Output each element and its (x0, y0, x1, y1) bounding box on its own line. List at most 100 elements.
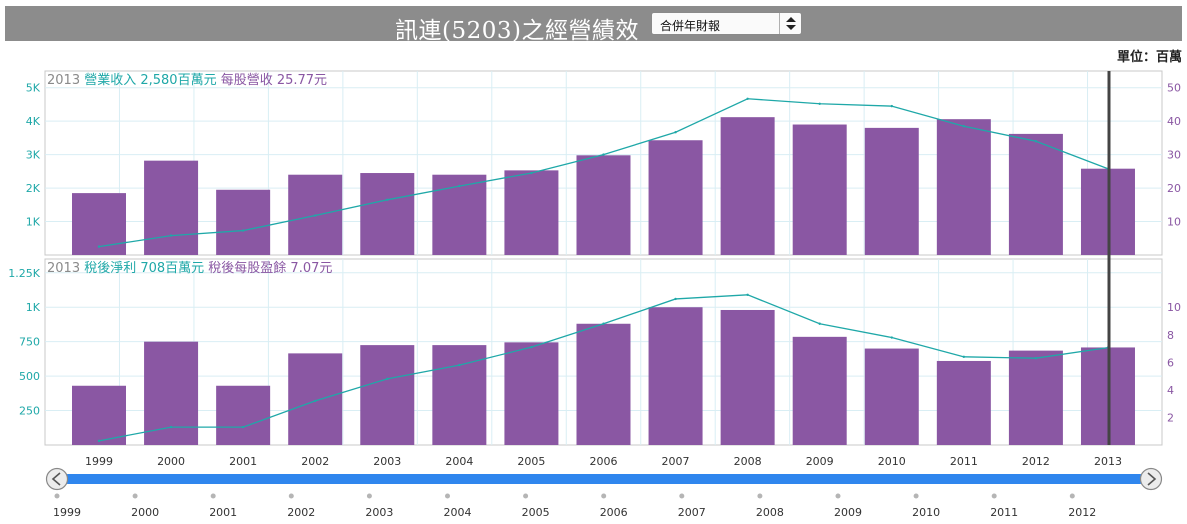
bar-2010[interactable] (864, 127, 919, 255)
legend-line-series: 稅後每股盈餘 7.07元 (208, 260, 332, 276)
navigator-year-label-2001: 2001 (209, 506, 237, 519)
line-point-2002[interactable] (314, 214, 317, 217)
bar-2008[interactable] (720, 309, 775, 445)
line-point-2012[interactable] (1034, 357, 1038, 360)
line-point-2011[interactable] (962, 355, 966, 359)
line-point-2004[interactable] (458, 363, 461, 367)
bar-2004[interactable] (432, 345, 487, 445)
scroll-right-button[interactable] (1139, 467, 1163, 491)
line-point-2008[interactable] (746, 97, 749, 100)
bar-2000[interactable] (144, 160, 199, 255)
left-tick-label: 250 (19, 405, 40, 418)
legend-year: 2013 (47, 261, 84, 276)
line-point-2000[interactable] (169, 425, 173, 429)
bar-2003[interactable] (360, 345, 415, 445)
navigator-year-label-2003: 2003 (365, 506, 393, 519)
legend: 2013 營業收入 2,580百萬元 每股營收 25.77元 (47, 72, 327, 88)
navigator-year-label-2005: 2005 (522, 506, 550, 519)
bar-2000[interactable] (144, 341, 199, 445)
bar-2005[interactable] (504, 170, 559, 255)
line-point-2008[interactable] (746, 293, 749, 297)
scroll-left-button[interactable] (45, 467, 69, 491)
right-tick-label: 10 (1167, 301, 1181, 314)
bar-2009[interactable] (792, 124, 847, 255)
line-point-2001[interactable] (241, 229, 245, 232)
legend-year: 2013 (47, 73, 84, 88)
line-point-2007[interactable] (674, 131, 677, 134)
chevron-left-icon[interactable] (45, 467, 69, 491)
report-type-select[interactable]: 合併年財報 (651, 12, 802, 35)
bar-2002[interactable] (288, 353, 343, 445)
right-tick-label: 2 (1167, 411, 1174, 424)
left-tick-label: 5K (26, 82, 41, 95)
right-tick-label: 4 (1167, 384, 1174, 397)
bar-2007[interactable] (648, 307, 703, 445)
left-tick-label: 4K (26, 115, 41, 128)
navigator-year-label-2007: 2007 (678, 506, 706, 519)
bar-1999[interactable] (72, 385, 126, 445)
line-point-2009[interactable] (818, 322, 821, 325)
x-tick-label-2008: 2008 (734, 455, 762, 468)
line-point-2005[interactable] (530, 171, 533, 175)
x-tick-label-2002: 2002 (301, 455, 329, 468)
bar-2001[interactable] (216, 189, 271, 255)
bar-1999[interactable] (72, 193, 126, 255)
chevron-right-icon[interactable] (1139, 467, 1163, 491)
up-down-arrows-icon (779, 13, 801, 34)
line-point-2012[interactable] (1034, 140, 1038, 143)
bar-2012[interactable] (1008, 133, 1063, 255)
bar-2004[interactable] (432, 174, 487, 255)
right-tick-label: 30 (1167, 149, 1181, 162)
line-point-2006[interactable] (602, 153, 605, 156)
title-bar: 訊連(5203)之經營績效 合併年財報 (5, 6, 1182, 44)
line-point-2006[interactable] (602, 322, 605, 325)
x-tick-label-2006: 2006 (589, 455, 617, 468)
line-point-1999[interactable] (97, 245, 101, 248)
right-tick-label: 40 (1167, 115, 1181, 128)
bar-2003[interactable] (360, 173, 415, 255)
navigator-range-bar[interactable] (66, 474, 1142, 484)
bar-2011[interactable] (936, 119, 991, 255)
line-point-2000[interactable] (169, 234, 173, 237)
line-point-2003[interactable] (386, 198, 389, 201)
line-point-2010[interactable] (890, 336, 893, 339)
bar-2012[interactable] (1008, 350, 1063, 445)
line-point-2002[interactable] (314, 399, 317, 403)
line-point-2005[interactable] (530, 345, 533, 349)
line-point-2010[interactable] (890, 104, 893, 108)
navigator-year-label-2012: 2012 (1068, 506, 1096, 519)
navigator-year-label-2000: 2000 (131, 506, 159, 519)
left-tick-label: 2K (26, 182, 41, 195)
line-point-1999[interactable] (97, 439, 101, 443)
x-tick-label-2010: 2010 (878, 455, 906, 468)
left-tick-label: 1K (26, 301, 41, 314)
bar-2009[interactable] (792, 336, 847, 445)
bar-2010[interactable] (864, 348, 919, 445)
left-tick-label: 3K (26, 149, 41, 162)
bar-2007[interactable] (648, 140, 703, 255)
right-tick-label: 50 (1167, 82, 1181, 95)
navigator-tick-dot (288, 493, 294, 499)
line-point-2009[interactable] (818, 102, 821, 105)
bar-2006[interactable] (576, 155, 631, 255)
bar-2005[interactable] (504, 342, 559, 445)
bar-2006[interactable] (576, 323, 631, 445)
chevron-right-glyph (1147, 472, 1157, 486)
line-point-2003[interactable] (386, 377, 389, 381)
line-point-2011[interactable] (962, 125, 966, 128)
right-tick-label: 20 (1167, 182, 1181, 195)
navigator-tick-dot (991, 493, 997, 499)
bar-2011[interactable] (936, 360, 991, 445)
x-tick-label-2003: 2003 (373, 455, 401, 468)
bar-2008[interactable] (720, 117, 775, 256)
left-tick-label: 750 (19, 336, 40, 349)
line-point-2001[interactable] (241, 425, 245, 429)
left-tick-label: 1K (26, 216, 41, 229)
revenue-panel: 1K 2K 3K 4K 5K 10 20 30 40 50 2013 營業收入 2,580百萬元 每… (26, 70, 1181, 256)
bar-2001[interactable] (216, 385, 271, 445)
navigator-year-label-2002: 2002 (287, 506, 315, 519)
line-point-2007[interactable] (674, 297, 677, 301)
line-point-2004[interactable] (458, 184, 461, 188)
range-navigator: 1999 2000 2001 2002 2003 2004 2005 2006 2007 2008… (45, 467, 1163, 519)
navigator-tick-dot (835, 493, 841, 499)
